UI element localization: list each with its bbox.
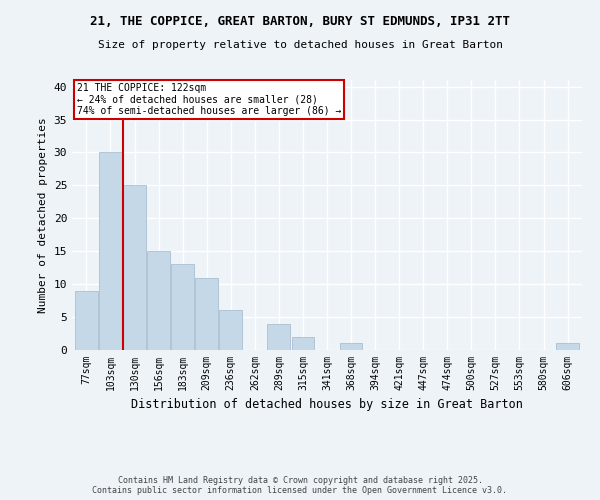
Bar xyxy=(147,251,170,350)
Text: 21 THE COPPICE: 122sqm
← 24% of detached houses are smaller (28)
74% of semi-det: 21 THE COPPICE: 122sqm ← 24% of detached… xyxy=(77,82,341,116)
Bar xyxy=(123,186,146,350)
Bar xyxy=(195,278,218,350)
Bar xyxy=(220,310,242,350)
Y-axis label: Number of detached properties: Number of detached properties xyxy=(38,117,48,313)
X-axis label: Distribution of detached houses by size in Great Barton: Distribution of detached houses by size … xyxy=(131,398,523,411)
Bar xyxy=(99,152,122,350)
Bar xyxy=(75,290,98,350)
Bar xyxy=(292,337,314,350)
Text: 21, THE COPPICE, GREAT BARTON, BURY ST EDMUNDS, IP31 2TT: 21, THE COPPICE, GREAT BARTON, BURY ST E… xyxy=(90,15,510,28)
Text: Contains HM Land Registry data © Crown copyright and database right 2025.
Contai: Contains HM Land Registry data © Crown c… xyxy=(92,476,508,495)
Text: Size of property relative to detached houses in Great Barton: Size of property relative to detached ho… xyxy=(97,40,503,50)
Bar xyxy=(268,324,290,350)
Bar xyxy=(171,264,194,350)
Bar xyxy=(340,344,362,350)
Bar xyxy=(556,344,579,350)
